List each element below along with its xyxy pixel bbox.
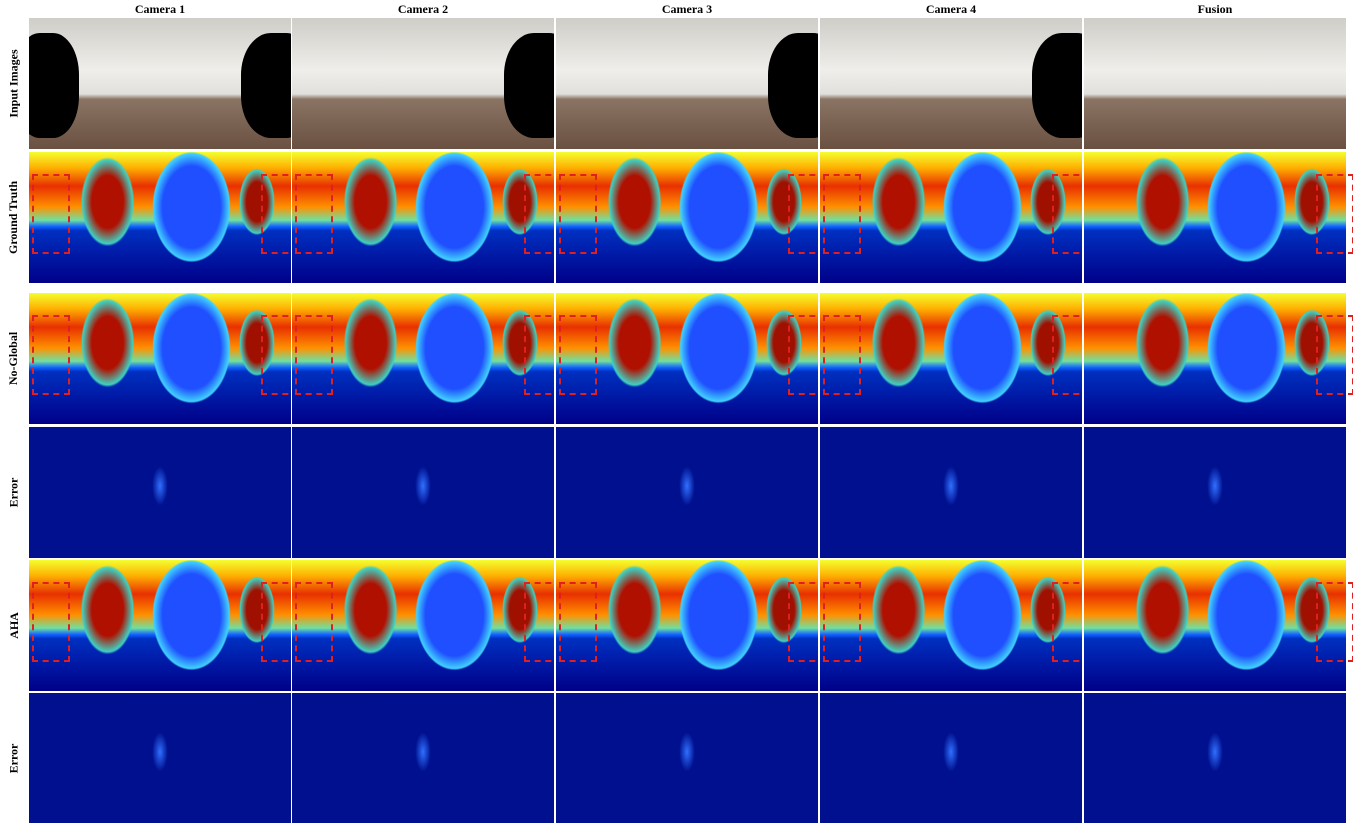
image-panel [820, 427, 1082, 558]
highlight-box [295, 174, 333, 254]
image-panel [820, 693, 1082, 823]
mask [768, 33, 818, 138]
image-panel [556, 18, 818, 149]
row-label: AHA [0, 560, 28, 691]
image-panel [556, 693, 818, 823]
row-label: No-Global [0, 293, 28, 424]
image-panel [292, 427, 554, 558]
figure: Camera 1Camera 2Camera 3Camera 4Fusion In… [0, 0, 1353, 823]
row-label: Input Images [0, 18, 28, 149]
column-header: Camera 3 [556, 2, 818, 17]
row-label-text: No-Global [7, 332, 22, 385]
highlight-box [559, 582, 597, 662]
mask [504, 33, 554, 138]
image-panel [556, 427, 818, 558]
image-panel [1084, 560, 1346, 691]
row-label-text: Input Images [7, 49, 22, 117]
row-label-text: Error [7, 478, 22, 508]
highlight-box [823, 174, 861, 254]
image-panel [292, 693, 554, 823]
highlight-box [32, 582, 70, 662]
highlight-box [295, 315, 333, 395]
column-header: Fusion [1084, 2, 1346, 17]
highlight-box [32, 174, 70, 254]
image-panel [1084, 18, 1346, 149]
row-label: Error [0, 693, 28, 823]
row-label: Error [0, 427, 28, 558]
image-panel [292, 18, 554, 149]
mask [29, 33, 79, 138]
highlight-box [823, 315, 861, 395]
highlight-box [1316, 315, 1353, 395]
image-panel [1084, 152, 1346, 283]
image-panel [29, 427, 291, 558]
image-panel [820, 18, 1082, 149]
highlight-box [32, 315, 70, 395]
image-panel [1084, 693, 1346, 823]
column-header: Camera 1 [29, 2, 291, 17]
highlight-box [1316, 174, 1353, 254]
row-label-text: Error [7, 744, 22, 774]
row-label: Ground Truth [0, 152, 28, 283]
column-header: Camera 2 [292, 2, 554, 17]
mask [1032, 33, 1082, 138]
mask [241, 33, 291, 138]
image-panel [29, 18, 291, 149]
highlight-box [559, 315, 597, 395]
highlight-box [823, 582, 861, 662]
row-label-text: AHA [6, 612, 21, 639]
image-panel [1084, 293, 1346, 424]
column-header: Camera 4 [820, 2, 1082, 17]
highlight-box [559, 174, 597, 254]
highlight-box [1316, 582, 1353, 662]
row-label-text: Ground Truth [7, 181, 22, 254]
highlight-box [295, 582, 333, 662]
image-panel [29, 693, 291, 823]
image-panel [1084, 427, 1346, 558]
